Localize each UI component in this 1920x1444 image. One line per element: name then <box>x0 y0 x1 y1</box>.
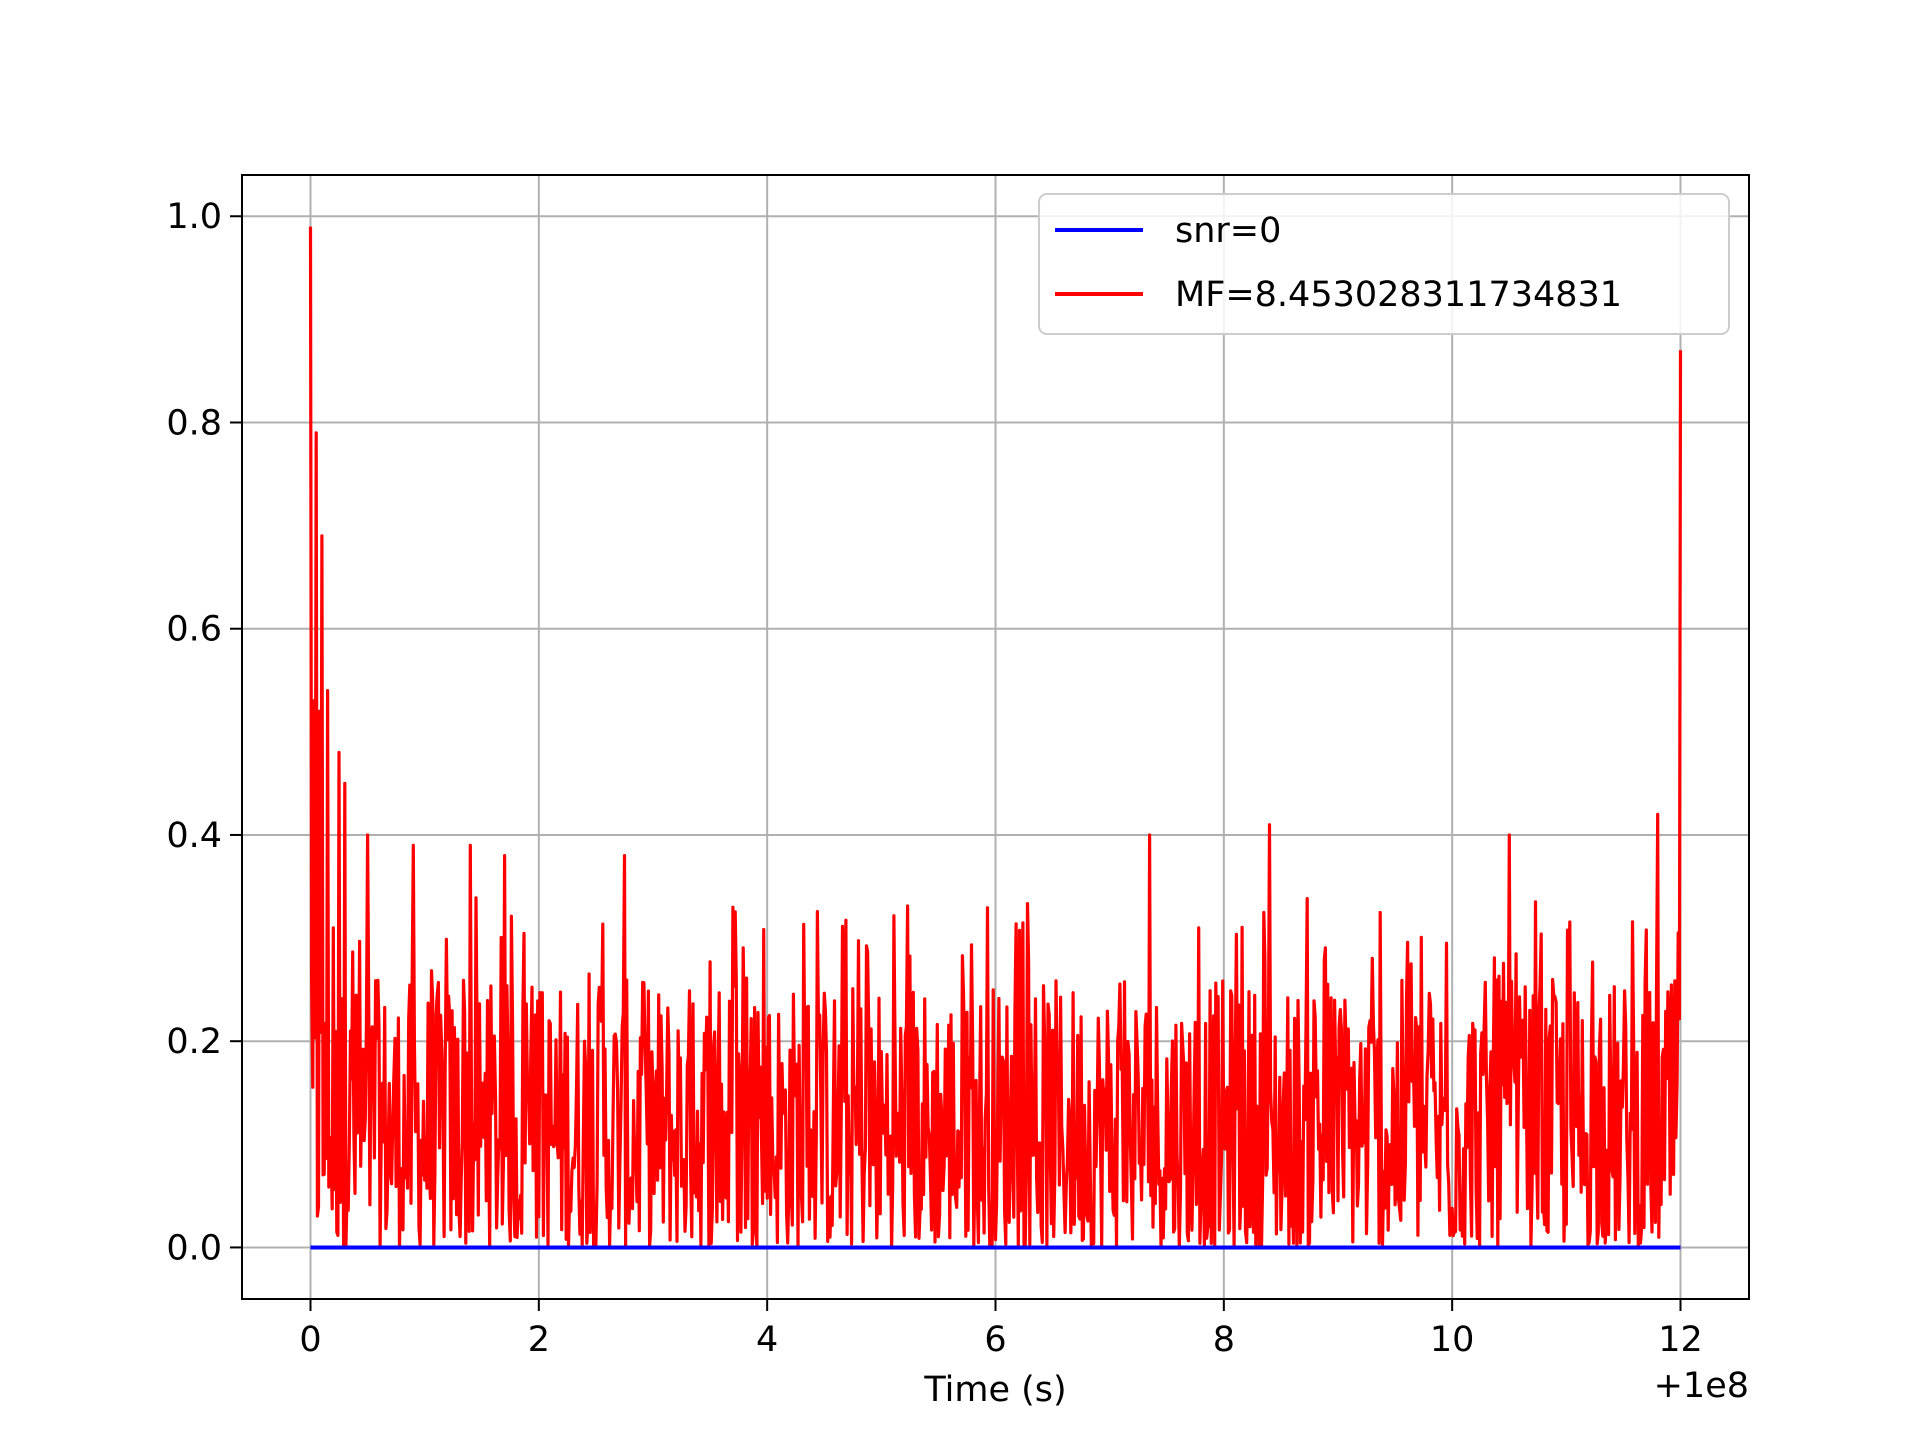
x-tick-label: 2 <box>528 1320 550 1360</box>
y-tick-label: 0.6 <box>166 610 222 650</box>
legend-label: snr=0 <box>1175 211 1281 251</box>
legend-box <box>1038 193 1730 335</box>
y-tick-label: 0.8 <box>166 403 222 443</box>
legend: snr=0 MF=8.453028311734831 <box>1038 193 1730 335</box>
y-tick-label: 1.0 <box>166 197 222 237</box>
y-tick-label: 0.0 <box>166 1228 222 1268</box>
x-tick-label: 8 <box>1213 1320 1235 1360</box>
series-line-mf <box>308 226 1683 1249</box>
x-tick-label: 12 <box>1658 1320 1703 1360</box>
y-tick-label: 0.2 <box>166 1022 222 1062</box>
x-tick-label: 4 <box>756 1320 778 1360</box>
x-axis-label: Time (s) <box>923 1370 1066 1410</box>
y-tick-label: 0.4 <box>166 816 222 856</box>
x-tick-label: 0 <box>299 1320 321 1360</box>
ticks: 0 2 4 6 8 10 12 0.0 0.2 0.4 0.6 0.8 1.0 <box>166 197 1702 1360</box>
x-tick-label: 6 <box>984 1320 1006 1360</box>
x-axis-offset-text: +1e8 <box>1654 1366 1749 1406</box>
x-tick-label: 10 <box>1430 1320 1475 1360</box>
legend-label: MF=8.453028311734831 <box>1175 275 1622 315</box>
series-layer <box>308 226 1683 1250</box>
